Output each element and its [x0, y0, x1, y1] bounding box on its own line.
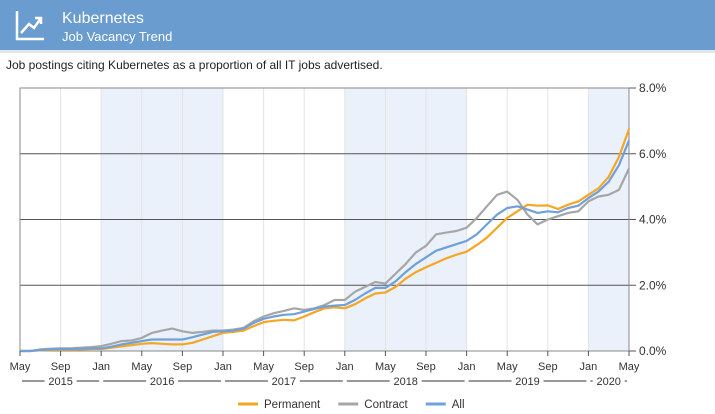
series-line-permanent	[20, 128, 631, 353]
legend-label-permanent: Permanent	[264, 399, 321, 411]
x-tick-label: Sep	[173, 361, 193, 373]
x-tick-label: Jan	[580, 361, 598, 373]
y-tick-label: 2.0%	[639, 278, 667, 292]
year-label: 2015	[48, 376, 72, 388]
legend-label-all: All	[452, 399, 465, 411]
year-label: 2016	[150, 376, 174, 388]
series-line-all	[20, 140, 631, 353]
chart-description: Job postings citing Kubernetes as a prop…	[6, 58, 383, 72]
x-tick-label: Jan	[214, 361, 232, 373]
x-tick-label: Jan	[458, 361, 476, 373]
x-tick-label: Sep	[538, 361, 558, 373]
year-label: 2018	[393, 376, 417, 388]
y-tick-label: 6.0%	[639, 147, 667, 161]
x-tick-label: May	[619, 361, 640, 373]
x-tick-label: May	[375, 361, 396, 373]
x-tick-label: Jan	[336, 361, 354, 373]
page-subtitle: Job Vacancy Trend	[62, 29, 173, 44]
x-tick-label: May	[497, 361, 518, 373]
legend-label-contract: Contract	[364, 399, 408, 411]
x-tick-label: May	[131, 361, 152, 373]
x-tick-label: Sep	[294, 361, 314, 373]
x-tick-label: Jan	[92, 361, 110, 373]
x-tick-label: Sep	[51, 361, 71, 373]
y-tick-label: 0.0%	[639, 344, 667, 358]
page-title: Kubernetes	[62, 10, 144, 27]
x-tick-label: May	[253, 361, 274, 373]
header-banner: Kubernetes Job Vacancy Trend	[0, 0, 715, 53]
x-tick-label: Sep	[416, 361, 436, 373]
x-tick-label: May	[10, 361, 31, 373]
trend-chart-icon	[15, 11, 44, 41]
year-label: 2019	[515, 376, 539, 388]
series-line-contract	[20, 168, 630, 353]
plot-area-border	[19, 87, 630, 352]
year-label: 2020	[596, 376, 620, 388]
y-tick-label: 4.0%	[639, 213, 667, 227]
y-tick-label: 8.0%	[639, 81, 667, 95]
year-label: 2017	[272, 376, 296, 388]
